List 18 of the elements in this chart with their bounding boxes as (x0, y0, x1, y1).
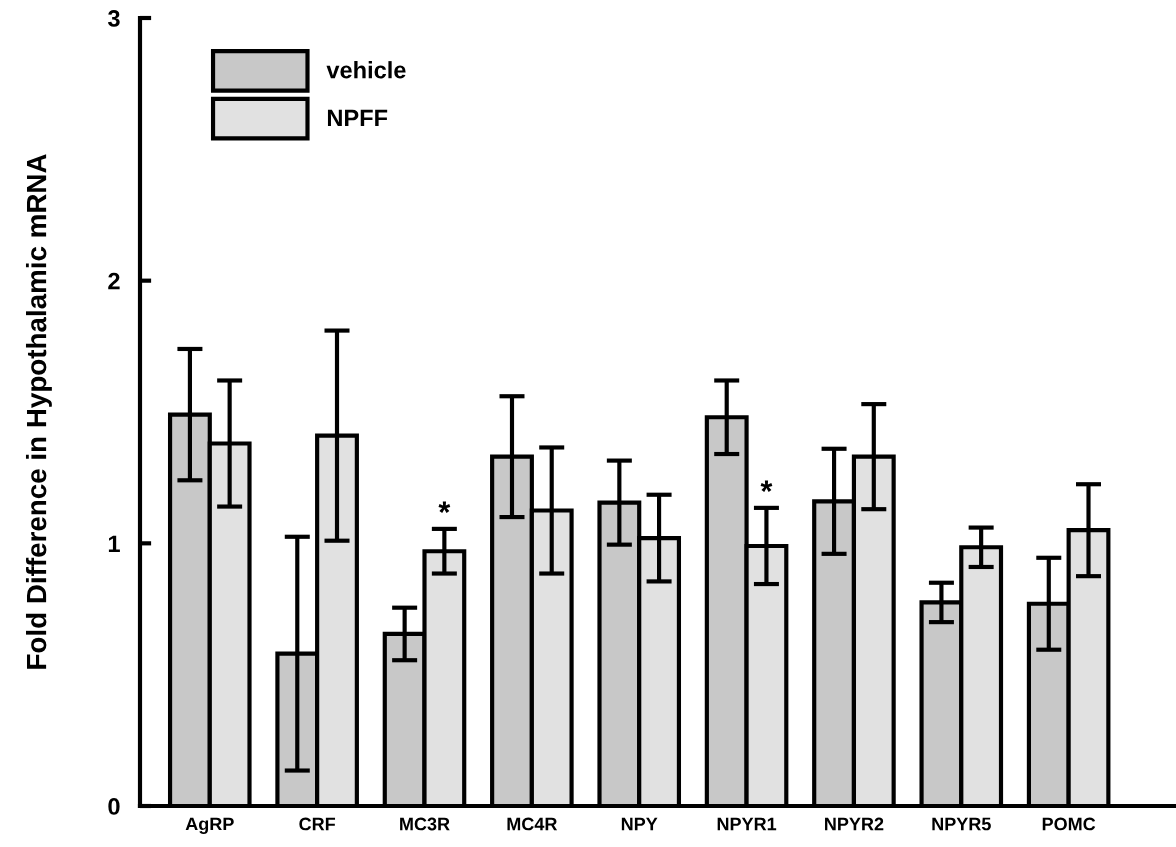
legend-label: vehicle (326, 61, 406, 79)
x-tick-label: MC3R (400, 817, 450, 831)
x-tick-label: MC4R (507, 817, 558, 831)
annotation: * (438, 501, 451, 513)
annotation: * (760, 480, 773, 492)
x-tick-label: CRF (299, 817, 336, 831)
y-axis-title: Fold Difference in Hypothalamic mRNA (25, 154, 52, 669)
y-tick-label: 2 (108, 272, 120, 290)
x-tick-label: AgRP (185, 817, 234, 834)
y-tick-label: 1 (108, 535, 120, 552)
x-tick-label: NPYR2 (825, 817, 884, 831)
y-tick-label: 0 (108, 798, 120, 815)
legend-label: NPFF (327, 109, 388, 127)
y-tick-label: 3 (107, 10, 120, 27)
x-tick-label: POMC (1042, 817, 1096, 831)
x-tick-label: NPYR5 (932, 817, 991, 831)
x-tick-label: NPYR1 (717, 817, 777, 831)
x-tick-label: NPY (621, 817, 658, 831)
